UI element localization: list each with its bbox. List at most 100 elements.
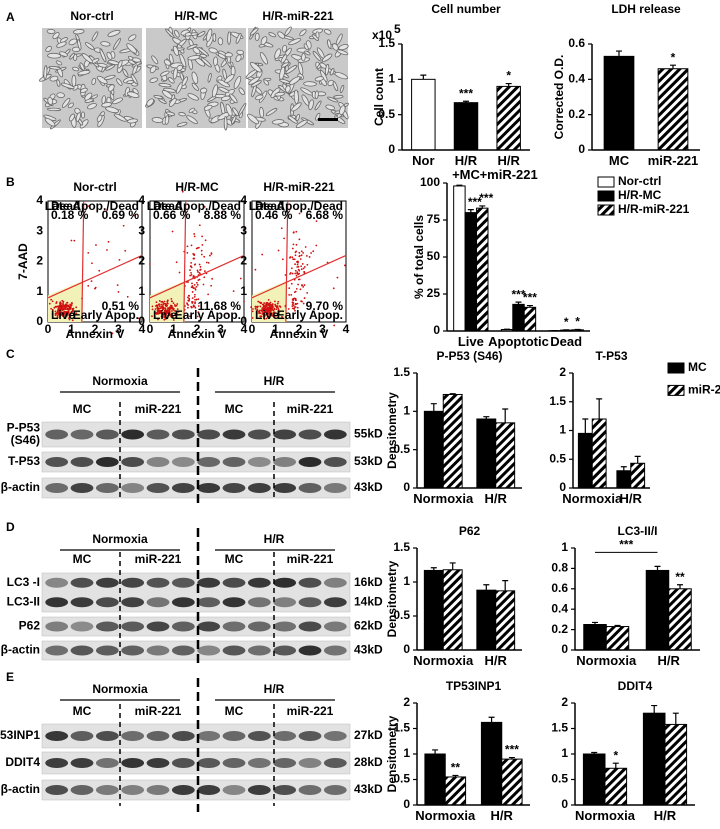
x-tick-label: Normoxia [415,808,476,823]
event [116,284,119,287]
event [268,313,271,316]
cell [259,106,265,119]
cell [333,94,344,99]
event [254,268,257,271]
band [197,597,221,608]
event [107,240,110,243]
y-tick-label: 2 [403,695,410,709]
cell [299,29,307,37]
event [297,278,300,281]
y-tick-label: 0.5 [549,451,566,465]
event [162,302,165,304]
cell [271,119,285,125]
event [302,251,305,254]
bar [583,624,607,651]
event [344,264,346,267]
flow-title: H/R-miR-221 [263,180,335,194]
cell [146,98,154,107]
bar [523,306,537,332]
error-bar [612,762,619,769]
band [146,577,170,588]
band [95,645,119,656]
event [63,304,66,307]
event [54,305,57,308]
subgroup-label: miR-221 [287,704,334,718]
event [289,256,291,259]
event [193,233,196,235]
x-tick-label: H/R [657,653,680,668]
panel-label: D [6,520,15,534]
cell [217,53,227,60]
band [70,785,94,795]
error-bar [463,100,469,103]
cell [179,53,187,68]
band [197,457,221,467]
subgroup-label: miR-221 [135,704,182,718]
error-bar [651,704,658,714]
scale-bar [318,118,338,121]
cell [301,52,306,62]
event [251,317,254,319]
cell [169,97,177,107]
event [191,301,194,303]
gate-line [81,200,85,323]
bar [642,712,666,806]
band [197,621,221,632]
subgroup-label: miR-221 [135,402,182,416]
band [171,785,195,795]
event [292,231,295,234]
cell [227,31,232,45]
event [277,249,280,252]
cell [165,28,175,38]
cell [238,102,247,116]
event [50,298,53,301]
band [70,483,94,493]
band [273,429,297,440]
event [61,309,64,312]
band [197,483,221,493]
cell [197,46,209,57]
event [171,315,174,318]
band [171,457,195,467]
event [294,254,297,257]
event [196,283,199,286]
event [308,256,311,258]
event [275,308,278,311]
chart-title: LDH release [611,2,681,16]
band [146,785,170,795]
cell [291,102,302,112]
event [292,258,295,261]
event [162,303,164,306]
cell [191,71,199,84]
event [200,253,203,256]
band [70,429,94,440]
event [54,314,57,317]
event [181,190,184,193]
legend-label: H/R-miR-221 [618,202,690,216]
band [121,597,145,608]
y-tick-label: 0 [403,642,410,656]
quadrant-label: 0.18 % [51,208,89,222]
event [277,300,280,303]
band [273,597,297,608]
event [306,263,309,266]
flow-tick: 1 [170,322,177,336]
cell [217,37,224,46]
event [158,307,161,310]
cell [224,74,235,84]
event [151,308,154,311]
event [191,291,194,293]
event [58,308,61,311]
event [262,307,265,310]
cell [303,43,309,51]
band [273,758,297,768]
cell [229,93,238,104]
cell [274,48,282,60]
band [323,429,347,440]
bar [411,78,436,151]
micrograph-label: H/R-MC [174,9,218,23]
event [194,302,196,305]
event [67,312,70,315]
cell [212,32,217,43]
cell [44,117,56,127]
